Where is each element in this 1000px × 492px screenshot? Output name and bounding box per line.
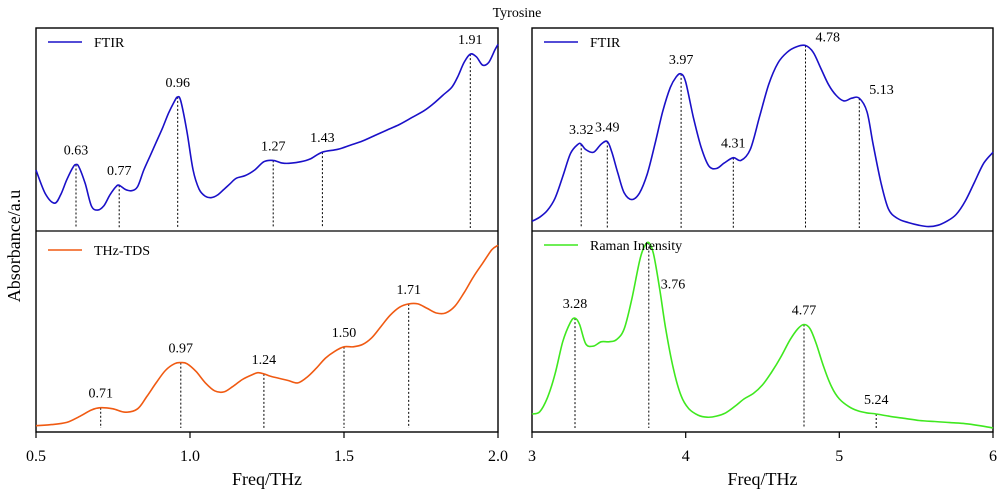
peak-label-ftir-right-2: 3.97 bbox=[669, 53, 694, 68]
peak-label-thz-left-4: 1.71 bbox=[396, 283, 421, 298]
peak-label-raman-right-1: 3.76 bbox=[661, 278, 686, 293]
x-tick-label-1-0: 3 bbox=[528, 448, 536, 465]
x-tick-label-0-2: 1.5 bbox=[334, 448, 354, 465]
x-tick-label-0-3: 2.0 bbox=[488, 448, 508, 465]
legend-ftir-left: FTIR bbox=[48, 36, 125, 51]
series-line-ftir-left bbox=[35, 44, 499, 211]
panel-raman-right: 3.28 3.76 4.77 5.24 Raman Intensity bbox=[531, 239, 994, 429]
series-line-thz-left bbox=[35, 244, 499, 427]
peak-label-ftir-left-3: 1.27 bbox=[261, 139, 286, 154]
series-line-raman-right bbox=[531, 241, 994, 429]
x-tick-label-0-1: 1.0 bbox=[180, 448, 200, 465]
right-panel-border bbox=[531, 27, 994, 433]
legend-label-raman-right: Raman Intensity bbox=[590, 239, 682, 254]
y-axis-label: Absorbance/a.u bbox=[4, 190, 24, 302]
series-line-ftir-right bbox=[531, 44, 994, 228]
legend-raman-right: Raman Intensity bbox=[544, 239, 682, 254]
legend-label-thz-left: THz-TDS bbox=[94, 244, 150, 259]
x-tick-label-1-3: 6 bbox=[989, 448, 997, 465]
chart-title: Tyrosine bbox=[493, 6, 542, 21]
x-axis-0: 0.5 1.0 1.5 2.0 Freq/THz bbox=[26, 432, 508, 489]
peak-label-ftir-right-4: 4.78 bbox=[816, 31, 841, 46]
panel-thz-left: 0.71 0.97 1.24 1.50 1.71 THz-TDS bbox=[35, 244, 499, 428]
chart-frame bbox=[35, 27, 994, 433]
legend-ftir-right: FTIR bbox=[544, 36, 621, 51]
left-panel-border bbox=[35, 27, 499, 433]
peak-label-raman-right-0: 3.28 bbox=[563, 297, 588, 312]
panel-ftir-right: 3.32 3.49 3.97 4.31 4.78 5.13 FTIR bbox=[531, 31, 994, 228]
peak-label-ftir-left-1: 0.77 bbox=[107, 164, 132, 179]
peak-label-ftir-left-4: 1.43 bbox=[310, 131, 335, 146]
x-axis-label-0: Freq/THz bbox=[232, 469, 302, 489]
peak-label-thz-left-3: 1.50 bbox=[332, 326, 357, 341]
x-axis-label-1: Freq/THz bbox=[728, 469, 798, 489]
legend-label-ftir-right: FTIR bbox=[590, 36, 621, 51]
x-tick-label-1-1: 4 bbox=[682, 448, 690, 465]
peak-label-raman-right-3: 5.24 bbox=[864, 393, 889, 408]
x-tick-label-0-0: 0.5 bbox=[26, 448, 46, 465]
panel-ftir-left: 0.63 0.77 0.96 1.27 1.43 1.91 FTIR bbox=[35, 33, 499, 228]
legend-thz-left: THz-TDS bbox=[48, 244, 150, 259]
legend-label-ftir-left: FTIR bbox=[94, 36, 125, 51]
peak-label-thz-left-2: 1.24 bbox=[252, 353, 277, 368]
peak-label-raman-right-2: 4.77 bbox=[792, 304, 817, 319]
peak-label-ftir-right-0: 3.32 bbox=[569, 123, 594, 138]
x-tick-label-1-2: 5 bbox=[835, 448, 843, 465]
peak-label-ftir-left-0: 0.63 bbox=[64, 144, 89, 159]
peak-label-ftir-right-1: 3.49 bbox=[595, 121, 620, 136]
peak-label-ftir-right-3: 4.31 bbox=[721, 137, 746, 152]
peak-label-ftir-right-5: 5.13 bbox=[869, 83, 894, 98]
peak-label-thz-left-1: 0.97 bbox=[169, 342, 194, 357]
x-axis-1: 3 4 5 6 Freq/THz bbox=[528, 432, 997, 489]
peak-label-ftir-left-5: 1.91 bbox=[458, 33, 483, 48]
peak-label-thz-left-0: 0.71 bbox=[88, 387, 113, 402]
peak-label-ftir-left-2: 0.96 bbox=[165, 76, 190, 91]
